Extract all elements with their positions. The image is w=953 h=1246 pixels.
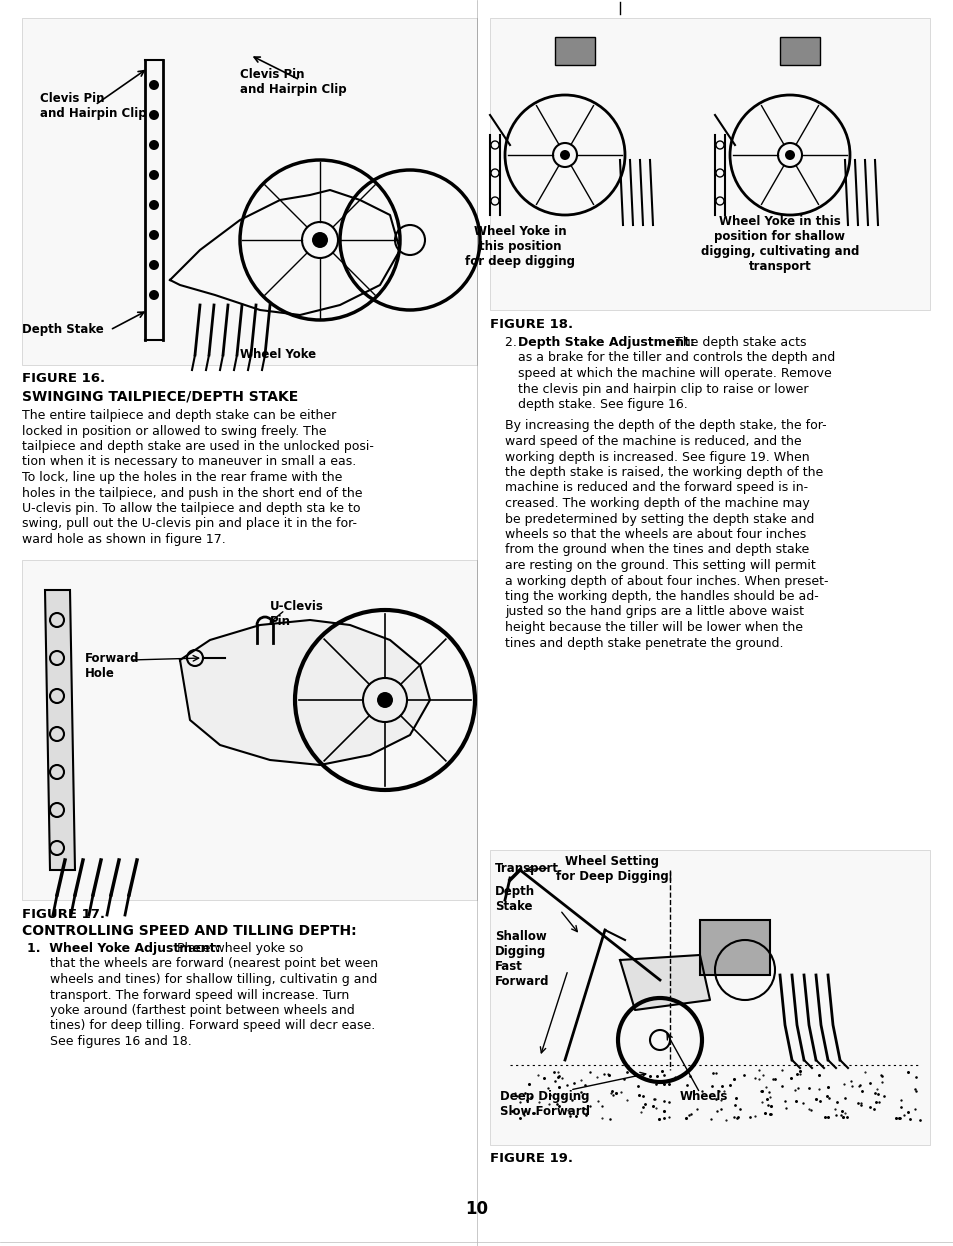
Text: swing, pull out the U-clevis pin and place it in the for-: swing, pull out the U-clevis pin and pla… (22, 517, 356, 531)
Text: tion when it is necessary to maneuver in small a eas.: tion when it is necessary to maneuver in… (22, 456, 355, 468)
Circle shape (149, 260, 159, 270)
Text: By increasing the depth of the depth stake, the for-: By increasing the depth of the depth sta… (504, 420, 825, 432)
Text: speed at which the machine will operate. Remove: speed at which the machine will operate.… (517, 368, 831, 380)
Text: depth stake. See figure 16.: depth stake. See figure 16. (517, 397, 687, 411)
Text: See figures 16 and 18.: See figures 16 and 18. (50, 1035, 192, 1048)
Circle shape (312, 232, 328, 248)
Bar (490, 850, 929, 1145)
Text: that the wheels are forward (nearest point bet ween: that the wheels are forward (nearest poi… (50, 957, 377, 971)
Text: Wheel Yoke in this
position for shallow
digging, cultivating and
transport: Wheel Yoke in this position for shallow … (700, 216, 859, 273)
Text: the depth stake is raised, the working depth of the: the depth stake is raised, the working d… (504, 466, 822, 478)
Circle shape (149, 290, 159, 300)
Text: 2.: 2. (504, 336, 524, 349)
Text: 1.  Wheel Yoke Adjustment:: 1. Wheel Yoke Adjustment: (27, 942, 220, 954)
Text: The depth stake acts: The depth stake acts (675, 336, 805, 349)
Bar (22, 17, 476, 365)
Bar (700, 920, 769, 976)
Bar (780, 37, 820, 65)
Circle shape (784, 150, 794, 159)
Text: FIGURE 16.: FIGURE 16. (22, 373, 105, 385)
Text: from the ground when the tines and depth stake: from the ground when the tines and depth… (504, 543, 808, 557)
Circle shape (149, 140, 159, 150)
Text: Clevis Pin
and Hairpin Clip: Clevis Pin and Hairpin Clip (40, 92, 147, 120)
Text: To lock, line up the holes in the rear frame with the: To lock, line up the holes in the rear f… (22, 471, 342, 483)
Text: wheels and tines) for shallow tilling, cultivatin g and: wheels and tines) for shallow tilling, c… (50, 973, 377, 986)
Polygon shape (180, 621, 430, 765)
Text: U-Clevis
Pin: U-Clevis Pin (270, 601, 323, 628)
Text: transport. The forward speed will increase. Turn: transport. The forward speed will increa… (50, 988, 349, 1002)
Text: The entire tailpiece and depth stake can be either: The entire tailpiece and depth stake can… (22, 409, 335, 422)
Text: CONTROLLING SPEED AND TILLING DEPTH:: CONTROLLING SPEED AND TILLING DEPTH: (22, 925, 356, 938)
Bar (490, 17, 929, 310)
Text: locked in position or allowed to swing freely. The: locked in position or allowed to swing f… (22, 425, 326, 437)
Circle shape (149, 80, 159, 90)
Text: FIGURE 18.: FIGURE 18. (490, 318, 573, 331)
Text: machine is reduced and the forward speed is in-: machine is reduced and the forward speed… (504, 481, 807, 495)
Polygon shape (619, 954, 709, 1011)
Text: 10: 10 (465, 1200, 488, 1219)
Text: height because the tiller will be lower when the: height because the tiller will be lower … (504, 621, 802, 634)
Text: FIGURE 17.: FIGURE 17. (22, 908, 105, 921)
Text: as a brake for the tiller and controls the depth and: as a brake for the tiller and controls t… (517, 351, 835, 365)
Text: tines and depth stake penetrate the ground.: tines and depth stake penetrate the grou… (504, 637, 782, 649)
Text: Transport: Transport (495, 862, 558, 875)
Text: Depth Stake Adjustment:: Depth Stake Adjustment: (517, 336, 694, 349)
Text: Clevis Pin
and Hairpin Clip: Clevis Pin and Hairpin Clip (240, 69, 346, 96)
Text: Wheel Yoke: Wheel Yoke (240, 348, 315, 361)
Circle shape (149, 201, 159, 211)
Text: Deep Digging
Slow Forward: Deep Digging Slow Forward (499, 1090, 589, 1118)
Text: ward hole as shown in figure 17.: ward hole as shown in figure 17. (22, 533, 226, 546)
Text: U-clevis pin. To allow the tailpiece and depth sta ke to: U-clevis pin. To allow the tailpiece and… (22, 502, 360, 515)
Text: wheels so that the wheels are about four inches: wheels so that the wheels are about four… (504, 528, 805, 541)
Text: Depth Stake: Depth Stake (22, 323, 104, 336)
Text: the clevis pin and hairpin clip to raise or lower: the clevis pin and hairpin clip to raise… (517, 383, 807, 395)
Text: yoke around (farthest point between wheels and: yoke around (farthest point between whee… (50, 1004, 355, 1017)
Text: Wheel Setting
for Deep Digging: Wheel Setting for Deep Digging (555, 855, 668, 883)
Text: ward speed of the machine is reduced, and the: ward speed of the machine is reduced, an… (504, 435, 801, 449)
Text: Forward
Hole: Forward Hole (85, 652, 139, 680)
Circle shape (559, 150, 569, 159)
Text: justed so the hand grips are a little above waist: justed so the hand grips are a little ab… (504, 606, 803, 618)
Circle shape (149, 231, 159, 240)
Text: ting the working depth, the handles should be ad-: ting the working depth, the handles shou… (504, 591, 818, 603)
Text: are resting on the ground. This setting will permit: are resting on the ground. This setting … (504, 559, 815, 572)
Text: Depth
Stake: Depth Stake (495, 885, 535, 913)
Polygon shape (45, 591, 75, 870)
Bar (555, 37, 595, 65)
Text: holes in the tailpiece, and push in the short end of the: holes in the tailpiece, and push in the … (22, 486, 362, 500)
Text: tailpiece and depth stake are used in the unlocked posi-: tailpiece and depth stake are used in th… (22, 440, 374, 454)
Text: Shallow
Digging
Fast
Forward: Shallow Digging Fast Forward (495, 930, 549, 988)
Text: FIGURE 19.: FIGURE 19. (490, 1153, 573, 1165)
Text: Wheel Yoke in
this position
for deep digging: Wheel Yoke in this position for deep dig… (464, 226, 575, 268)
Circle shape (376, 692, 393, 708)
Text: creased. The working depth of the machine may: creased. The working depth of the machin… (504, 497, 809, 510)
Text: tines) for deep tilling. Forward speed will decr ease.: tines) for deep tilling. Forward speed w… (50, 1019, 375, 1033)
Text: be predetermined by setting the depth stake and: be predetermined by setting the depth st… (504, 512, 814, 526)
Circle shape (149, 169, 159, 179)
Text: a working depth of about four inches. When preset-: a working depth of about four inches. Wh… (504, 574, 827, 588)
Text: Place wheel yoke so: Place wheel yoke so (177, 942, 303, 954)
Text: working depth is increased. See figure 19. When: working depth is increased. See figure 1… (504, 451, 809, 464)
Bar (22, 559, 476, 900)
Text: SWINGING TAILPIECE/DEPTH STAKE: SWINGING TAILPIECE/DEPTH STAKE (22, 390, 298, 404)
Circle shape (149, 110, 159, 120)
Text: Wheels: Wheels (679, 1090, 727, 1103)
